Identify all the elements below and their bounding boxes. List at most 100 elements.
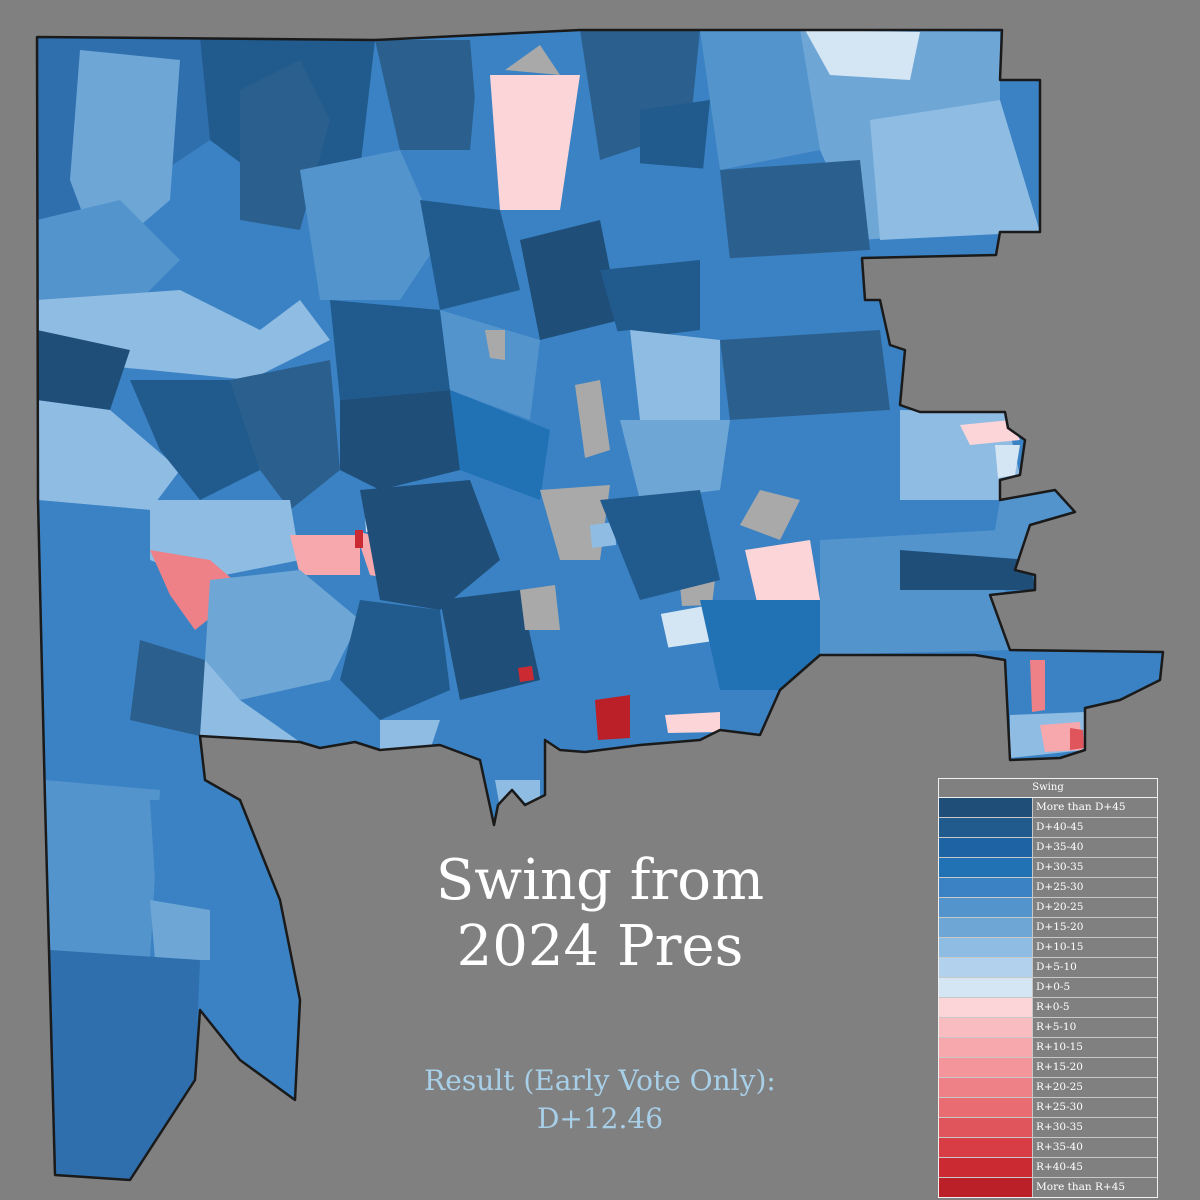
precinct — [665, 712, 720, 733]
subtitle-line-2: D+12.46 — [536, 1102, 664, 1135]
precinct — [518, 666, 534, 682]
legend-swatch — [939, 938, 1033, 957]
legend-swatch — [939, 1078, 1033, 1097]
legend-label: D+15-20 — [1036, 921, 1084, 933]
precinct — [440, 590, 540, 700]
legend-swatch — [939, 1138, 1033, 1157]
precinct — [820, 530, 1010, 655]
legend-item: R+0-5 — [939, 998, 1157, 1018]
legend-label: R+20-25 — [1036, 1081, 1083, 1093]
precinct — [520, 220, 620, 340]
precinct — [340, 600, 450, 720]
legend-item: D+25-30 — [939, 878, 1157, 898]
legend-item: R+40-45 — [939, 1158, 1157, 1178]
precinct — [355, 530, 363, 548]
legend-label: R+0-5 — [1036, 1001, 1070, 1013]
legend-swatch — [939, 878, 1033, 897]
precinct — [380, 720, 440, 750]
legend-swatch — [939, 838, 1033, 857]
legend-swatch — [939, 1118, 1033, 1137]
precinct — [505, 45, 560, 75]
precinct — [700, 250, 880, 340]
legend-item: D+10-15 — [939, 938, 1157, 958]
precinct — [150, 800, 300, 1070]
legend-label: R+35-40 — [1036, 1141, 1083, 1153]
swing-legend: Swing More than D+45 D+40-45 D+35-40 D+30-3… — [938, 778, 1158, 1198]
precinct — [595, 695, 630, 740]
precinct — [900, 550, 1035, 590]
precinct — [150, 900, 210, 960]
precinct — [540, 330, 640, 430]
county-fill — [37, 30, 1163, 1180]
precinct — [37, 500, 150, 650]
precinct — [360, 480, 500, 610]
legend-label: R+40-45 — [1036, 1161, 1083, 1173]
precinct — [130, 380, 260, 500]
precinct — [600, 490, 720, 600]
legend-swatch — [939, 858, 1033, 877]
precinct — [630, 330, 720, 420]
precinct — [45, 780, 160, 960]
legend-swatch — [939, 1018, 1033, 1037]
precinct — [1030, 660, 1045, 712]
legend-swatch — [939, 978, 1033, 997]
legend-item: D+35-40 — [939, 838, 1157, 858]
legend-label: D+35-40 — [1036, 841, 1084, 853]
precinct — [130, 640, 205, 736]
precinct-regions — [37, 30, 1163, 1180]
precinct — [490, 75, 580, 210]
legend-swatch — [939, 998, 1033, 1017]
legend-swatch — [939, 1158, 1033, 1177]
precinct — [720, 160, 870, 260]
precinct — [960, 420, 1020, 445]
precinct — [300, 150, 440, 300]
legend-swatch — [939, 1178, 1033, 1197]
precinct — [495, 780, 540, 808]
legend-swatch — [939, 818, 1033, 837]
precinct — [290, 535, 360, 575]
precinct — [520, 585, 560, 630]
precinct — [620, 420, 730, 500]
legend-label: D+20-25 — [1036, 901, 1084, 913]
legend-swatch — [939, 918, 1033, 937]
legend-swatch — [939, 958, 1033, 977]
precinct — [37, 330, 130, 410]
precinct — [205, 570, 360, 700]
legend-item: R+5-10 — [939, 1018, 1157, 1038]
precinct — [200, 660, 300, 742]
legend-rows: More than D+45 D+40-45 D+35-40 D+30-35 D+25-… — [939, 798, 1157, 1197]
precinct — [375, 40, 480, 150]
legend-item: More than D+45 — [939, 798, 1157, 818]
legend-label: D+5-10 — [1036, 961, 1077, 973]
legend-item: R+35-40 — [939, 1138, 1157, 1158]
legend-item: R+15-20 — [939, 1058, 1157, 1078]
precinct — [37, 400, 180, 510]
legend-swatch — [939, 798, 1033, 817]
legend-label: D+30-35 — [1036, 861, 1084, 873]
precinct — [745, 540, 820, 615]
legend-title: Swing — [939, 779, 1157, 798]
precinct — [330, 300, 450, 400]
title-line-2: 2024 Pres — [456, 914, 744, 979]
precinct — [230, 360, 340, 510]
precinct — [1070, 728, 1084, 750]
result-subtitle: Result (Early Vote Only): D+12.46 — [330, 1062, 870, 1138]
legend-label: More than R+45 — [1036, 1181, 1126, 1193]
legend-label: R+15-20 — [1036, 1061, 1083, 1073]
legend-item: R+25-30 — [939, 1098, 1157, 1118]
precinct — [730, 410, 900, 490]
legend-swatch — [939, 1098, 1033, 1117]
legend-item: R+30-35 — [939, 1118, 1157, 1138]
precinct — [720, 330, 890, 420]
precinct — [805, 30, 920, 80]
precinct — [485, 330, 505, 360]
map-title: Swing from 2024 Pres — [330, 848, 870, 980]
legend-item: R+10-15 — [939, 1038, 1157, 1058]
precinct — [870, 100, 1040, 240]
legend-swatch — [939, 1058, 1033, 1077]
precinct — [740, 490, 800, 540]
legend-item: D+20-25 — [939, 898, 1157, 918]
precinct — [600, 260, 700, 340]
legend-item: D+15-20 — [939, 918, 1157, 938]
